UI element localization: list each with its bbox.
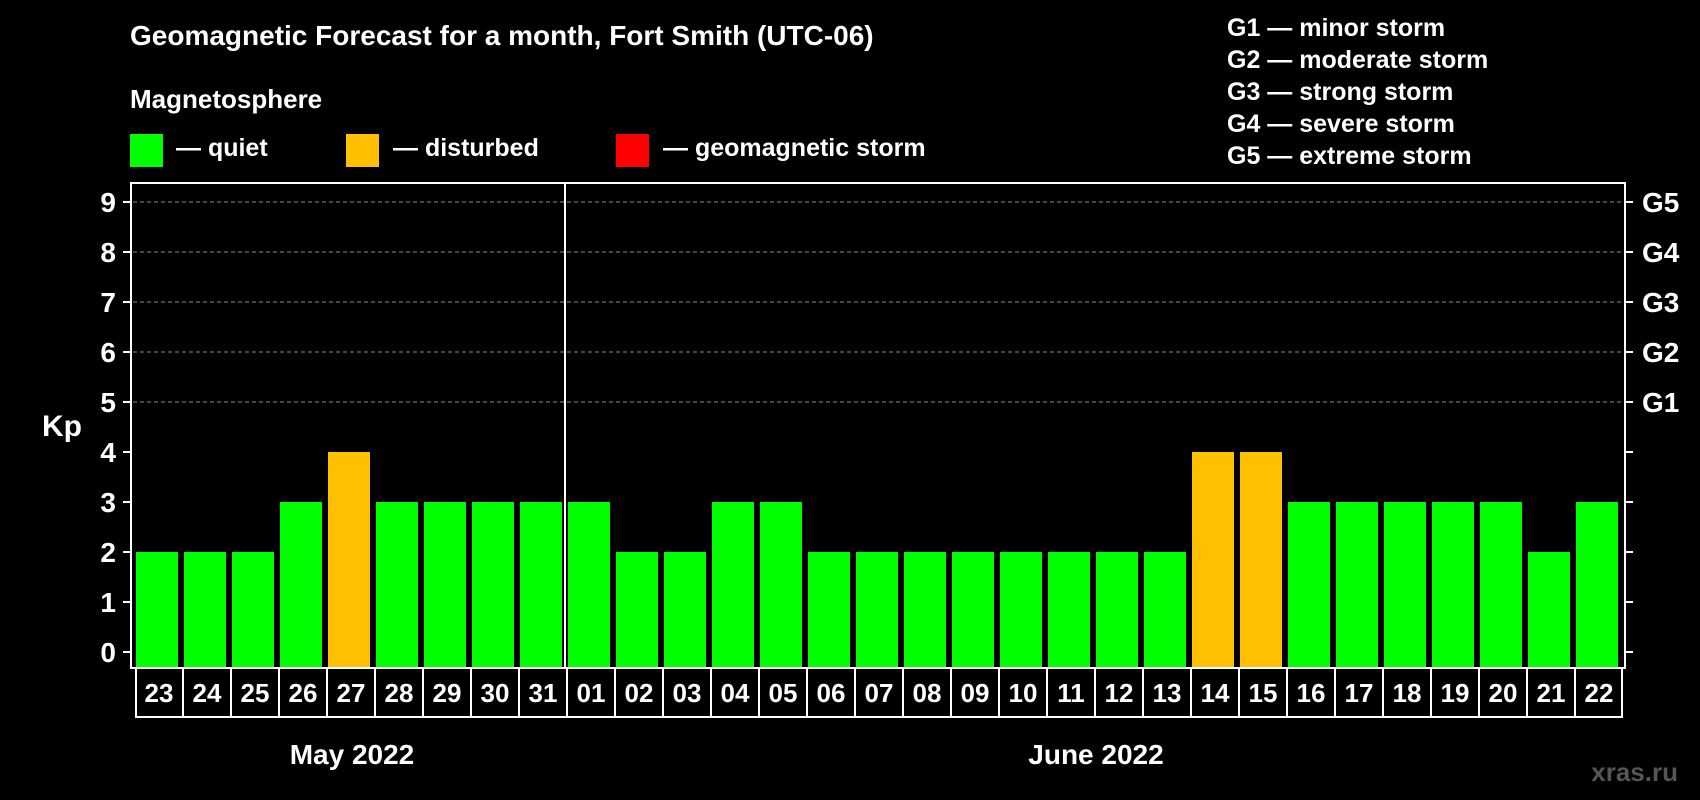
- g-scale-g2: G2 — moderate storm: [1227, 46, 1489, 74]
- date-label-16: 16: [1297, 678, 1326, 708]
- bar-30: [472, 502, 514, 667]
- y-tick-label: 6: [100, 337, 116, 368]
- bar-10: [1000, 552, 1042, 667]
- date-label-25: 25: [241, 678, 270, 708]
- bar-22: [1576, 502, 1618, 667]
- bar-15: [1240, 452, 1282, 667]
- date-label-31: 31: [529, 678, 558, 708]
- y-tick-label: 0: [100, 637, 116, 668]
- bar-29: [424, 502, 466, 667]
- date-label-10: 10: [1009, 678, 1038, 708]
- date-label-14: 14: [1201, 678, 1230, 708]
- watermark: xras.ru: [1591, 757, 1678, 787]
- bar-03: [664, 552, 706, 667]
- right-axis-label-g2: G2: [1642, 337, 1679, 368]
- date-label-03: 03: [673, 678, 702, 708]
- date-label-04: 04: [721, 678, 750, 708]
- date-label-28: 28: [385, 678, 414, 708]
- date-label-11: 11: [1057, 678, 1085, 708]
- legend-swatch-storm: [616, 134, 649, 167]
- y-tick-label: 2: [100, 537, 116, 568]
- month-label-1: June 2022: [1028, 739, 1163, 770]
- bar-14: [1192, 452, 1234, 667]
- right-axis-label-g4: G4: [1642, 237, 1680, 268]
- date-label-01: 01: [577, 678, 606, 708]
- date-label-05: 05: [769, 678, 798, 708]
- date-label-08: 08: [913, 678, 942, 708]
- g-scale-g3: G3 — strong storm: [1227, 78, 1454, 106]
- date-label-02: 02: [625, 678, 654, 708]
- right-axis-label-g5: G5: [1642, 187, 1679, 218]
- date-label-20: 20: [1489, 678, 1518, 708]
- bar-20: [1480, 502, 1522, 667]
- right-axis-label-g3: G3: [1642, 287, 1679, 318]
- date-label-26: 26: [289, 678, 318, 708]
- y-tick-label: 8: [100, 237, 116, 268]
- date-label-30: 30: [481, 678, 510, 708]
- bar-21: [1528, 552, 1570, 667]
- bar-02: [616, 552, 658, 667]
- date-label-19: 19: [1441, 678, 1470, 708]
- date-label-12: 12: [1105, 678, 1134, 708]
- bar-28: [376, 502, 418, 667]
- bar-12: [1096, 552, 1138, 667]
- date-label-09: 09: [961, 678, 990, 708]
- y-tick-label: 9: [100, 187, 116, 218]
- y-tick-label: 3: [100, 487, 116, 518]
- bar-27: [328, 452, 370, 667]
- bar-13: [1144, 552, 1186, 667]
- date-row-frame: [135, 667, 1623, 718]
- date-label-07: 07: [865, 678, 894, 708]
- date-label-13: 13: [1153, 678, 1182, 708]
- bar-09: [952, 552, 994, 667]
- right-axis-label-g1: G1: [1642, 387, 1679, 418]
- chart-title: Geomagnetic Forecast for a month, Fort S…: [130, 20, 874, 51]
- date-label-21: 21: [1537, 678, 1566, 708]
- g-scale-g4: G4 — severe storm: [1227, 110, 1455, 138]
- date-label-29: 29: [433, 678, 462, 708]
- bar-06: [808, 552, 850, 667]
- y-axis-label: Kp: [42, 410, 82, 443]
- date-label-24: 24: [193, 678, 222, 708]
- legend-swatch-disturbed: [346, 134, 379, 167]
- legend-label-disturbed: — disturbed: [393, 134, 539, 162]
- date-label-22: 22: [1585, 678, 1614, 708]
- legend-label-quiet: — quiet: [176, 134, 268, 162]
- bar-31: [520, 502, 562, 667]
- bar-24: [184, 552, 226, 667]
- bar-05: [760, 502, 802, 667]
- bar-07: [856, 552, 898, 667]
- bar-19: [1432, 502, 1474, 667]
- bar-23: [136, 552, 178, 667]
- bar-16: [1288, 502, 1330, 667]
- bar-11: [1048, 552, 1090, 667]
- date-label-23: 23: [145, 678, 174, 708]
- date-label-15: 15: [1249, 678, 1278, 708]
- y-tick-label: 7: [100, 287, 116, 318]
- date-label-06: 06: [817, 678, 846, 708]
- y-tick-label: 1: [100, 587, 116, 618]
- bar-17: [1336, 502, 1378, 667]
- y-tick-label: 5: [100, 387, 116, 418]
- bar-26: [280, 502, 322, 667]
- bar-25: [232, 552, 274, 667]
- y-tick-label: 4: [100, 437, 116, 468]
- legend-label-storm: — geomagnetic storm: [663, 134, 926, 162]
- g-scale-g1: G1 — minor storm: [1227, 14, 1446, 42]
- date-label-18: 18: [1393, 678, 1422, 708]
- bar-01: [568, 502, 610, 667]
- g-scale-g5: G5 — extreme storm: [1227, 142, 1472, 170]
- legend-swatch-quiet: [130, 134, 163, 167]
- date-label-17: 17: [1345, 678, 1374, 708]
- bar-18: [1384, 502, 1426, 667]
- date-label-27: 27: [337, 678, 366, 708]
- bar-04: [712, 502, 754, 667]
- bar-08: [904, 552, 946, 667]
- magnetosphere-heading: Magnetosphere: [130, 84, 323, 114]
- month-label-0: May 2022: [290, 739, 415, 770]
